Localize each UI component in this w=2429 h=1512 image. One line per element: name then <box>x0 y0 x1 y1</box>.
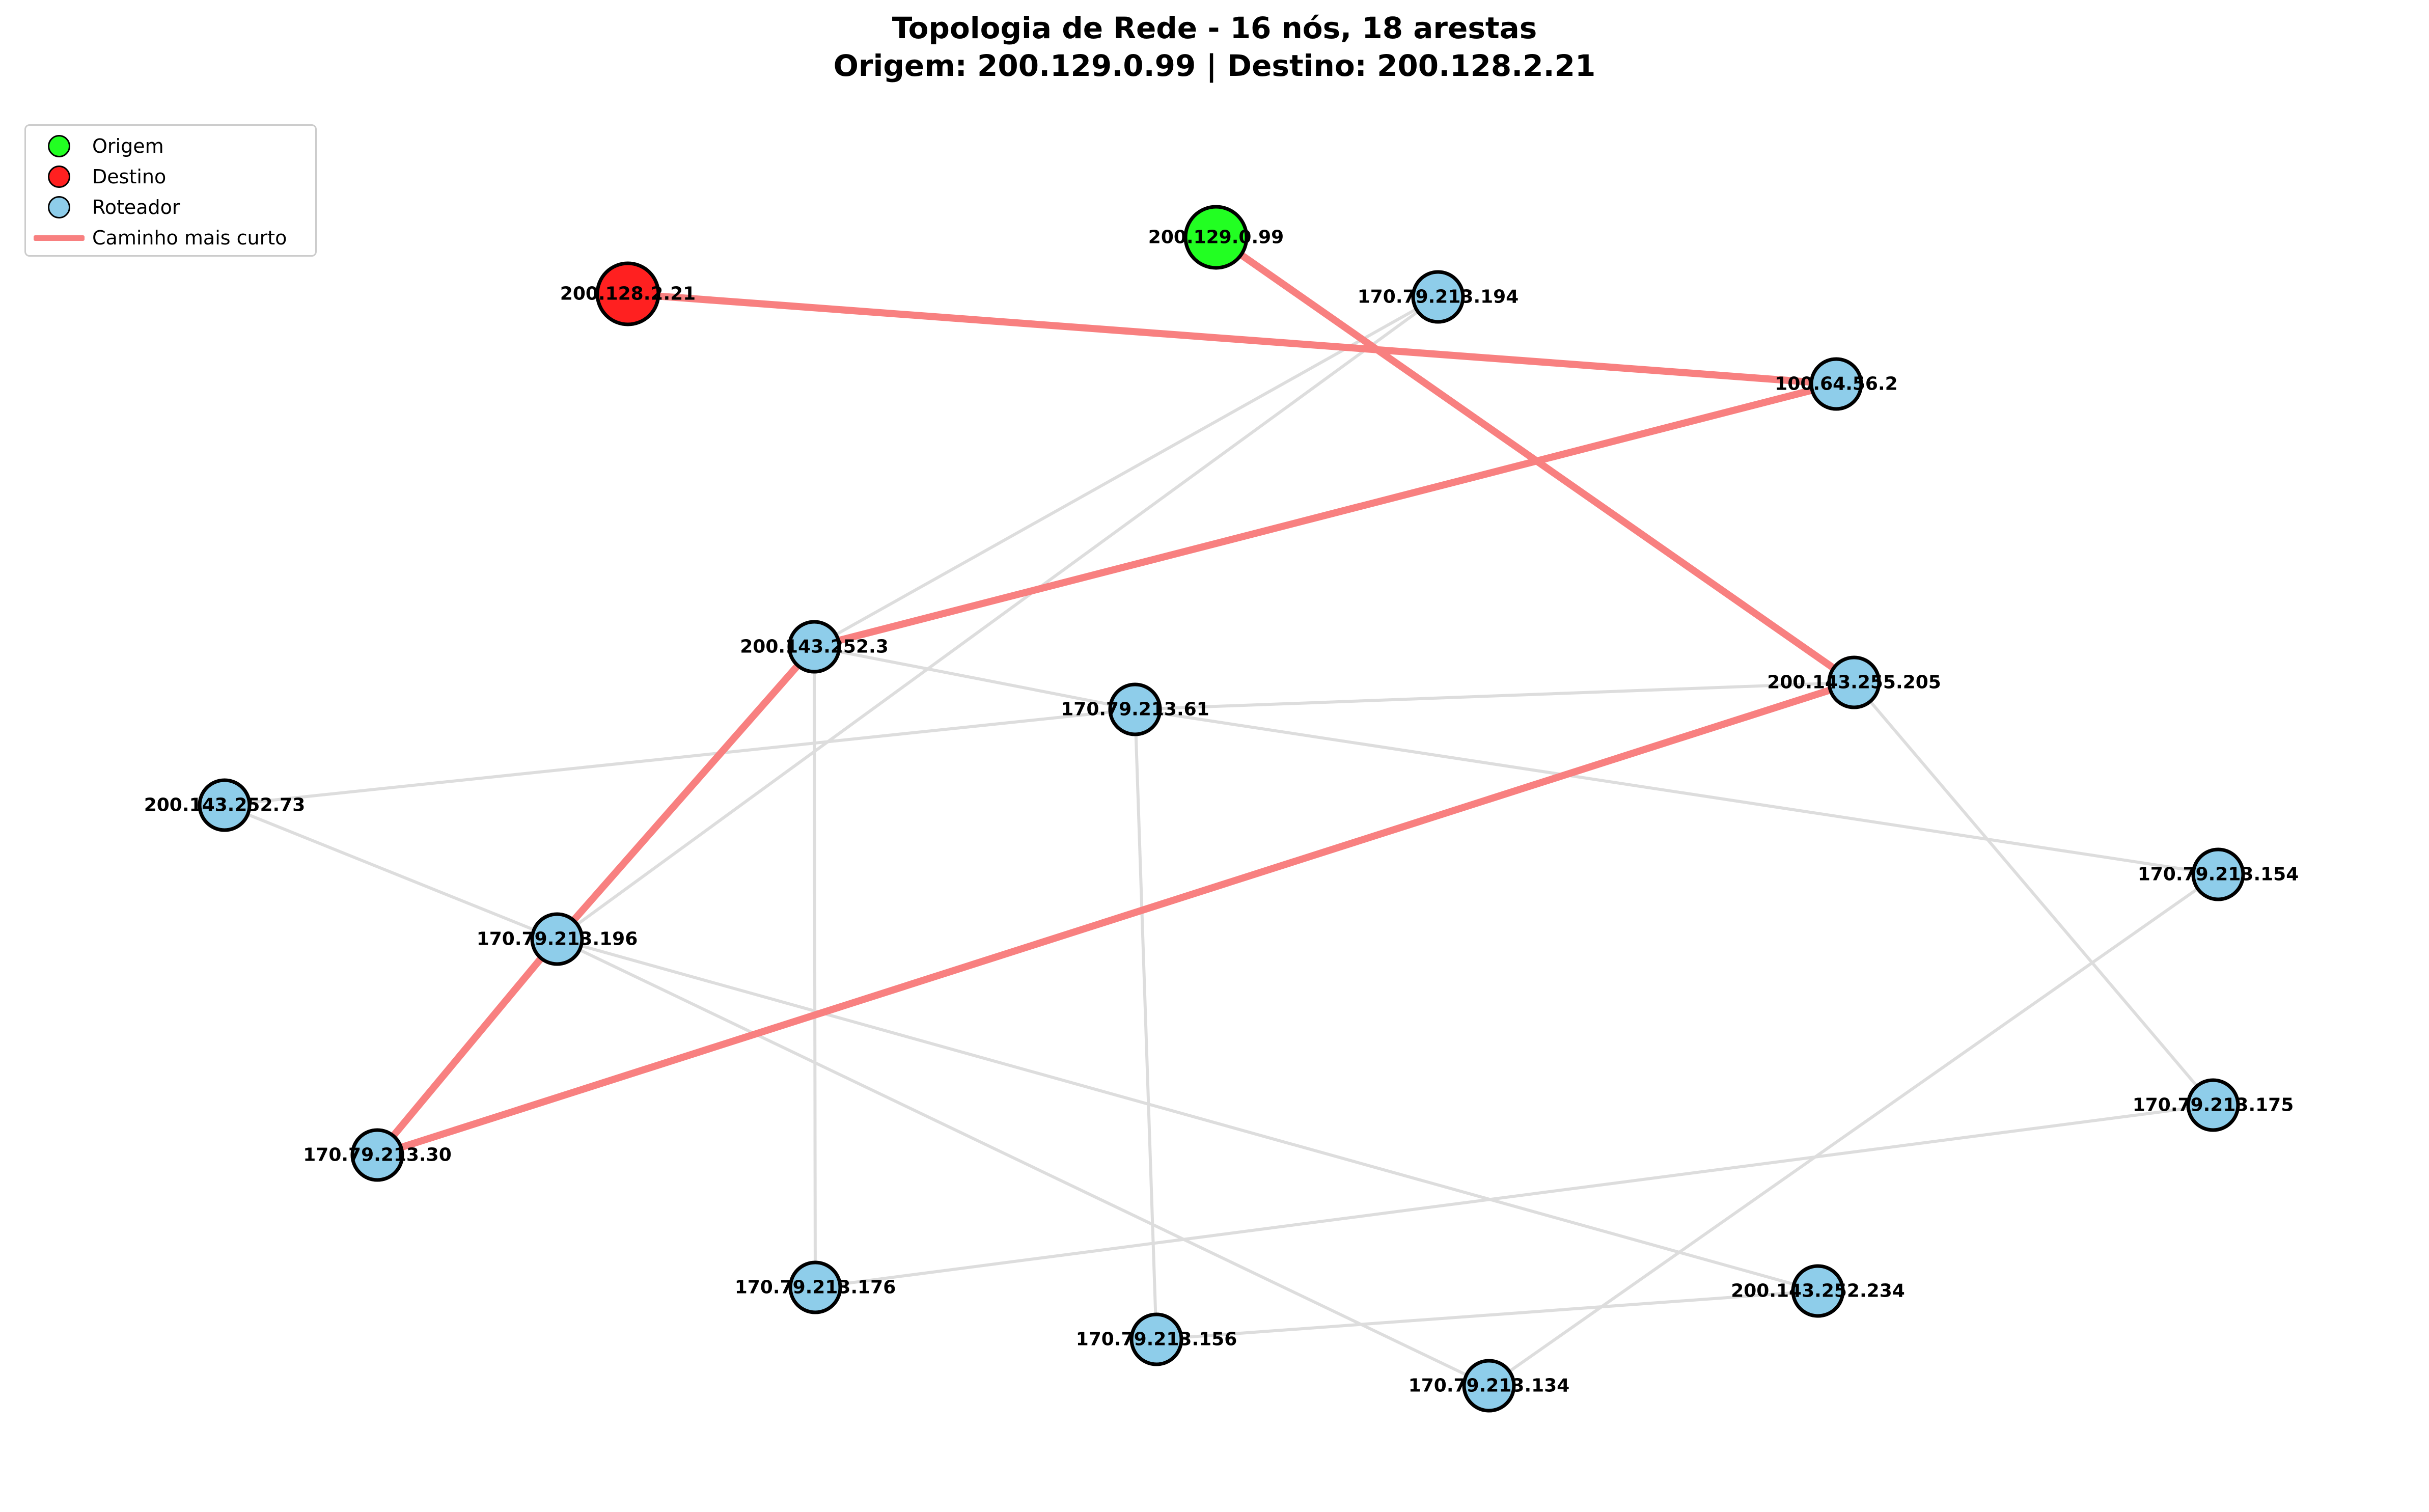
node-200.143.252.3: 200.143.252.3 <box>740 620 889 674</box>
node-170.79.213.30: 170.79.213.30 <box>303 1128 452 1182</box>
nodes-layer: 200.129.0.99 200.128.2.21 170.79.213.194 10… <box>144 205 2299 1413</box>
legend-label-destination: Destino <box>92 166 167 188</box>
edge-170.79.213.196-200.143.252.234 <box>556 938 1819 1293</box>
title-line-1: Topologia de Rede - 16 nós, 18 arestas <box>892 11 1537 45</box>
edges-layer <box>223 234 2220 1387</box>
node-200.143.255.205: 200.143.255.205 <box>1767 655 1941 709</box>
legend-label-origin: Origem <box>92 135 164 157</box>
node-170.79.213.154: 170.79.213.154 <box>2138 847 2299 901</box>
router-node-circle <box>2186 1078 2240 1132</box>
diagram-title: Topologia de Rede - 16 nós, 18 arestas O… <box>0 9 2429 85</box>
node-170.79.213.196: 170.79.213.196 <box>477 912 638 966</box>
edge-200.143.255.205-170.79.213.175 <box>1853 681 2215 1107</box>
router-node-circle <box>788 1260 842 1314</box>
edge-170.79.213.175-170.79.213.176 <box>814 1104 2215 1289</box>
legend-item-origin: Origem <box>26 131 164 161</box>
legend: Origem Destino Roteador Caminho mais cur… <box>24 124 317 257</box>
edge-170.79.213.61-200.143.255.205 <box>1134 681 1856 711</box>
legend-label-shortest-path: Caminho mais curto <box>92 227 287 249</box>
router-node-circle <box>1827 655 1881 709</box>
edge-170.79.213.61-170.79.213.156 <box>1134 708 1158 1341</box>
edge-170.79.213.154-170.79.213.134 <box>1487 873 2220 1387</box>
shortest-path-edge-200.128.2.21-100.64.56.2 <box>624 290 1840 388</box>
legend-label-router: Roteador <box>92 196 180 218</box>
node-200.129.0.99: 200.129.0.99 <box>1148 205 1284 270</box>
shortest-path-edge-170.79.213.30-200.143.255.205 <box>374 679 1858 1159</box>
destination-node-circle <box>595 261 660 326</box>
node-label: 170.79.213.196 <box>477 929 638 950</box>
node-170.79.213.61: 170.79.213.61 <box>1061 682 1209 736</box>
router-marker-icon <box>48 196 70 218</box>
node-label: 170.79.213.154 <box>2138 864 2299 885</box>
edge-170.79.213.194-200.143.252.3 <box>813 295 1440 648</box>
shortest-path-edge-170.79.213.196-170.79.213.30 <box>374 936 561 1159</box>
edge-170.79.213.61-200.143.252.73 <box>223 708 1137 807</box>
router-node-circle <box>1791 1264 1845 1318</box>
node-100.64.56.2: 100.64.56.2 <box>1775 357 1898 411</box>
edge-200.143.252.234-170.79.213.156 <box>1155 1289 1819 1341</box>
router-node-circle <box>1411 270 1465 324</box>
node-label: 170.79.213.30 <box>303 1145 452 1166</box>
shortest-path-edge-200.143.252.3-170.79.213.196 <box>554 643 818 943</box>
shortest-path-edge-100.64.56.2-200.143.252.3 <box>811 380 1840 650</box>
node-170.79.213.176: 170.79.213.176 <box>735 1260 896 1314</box>
node-label: 200.143.252.3 <box>740 637 889 657</box>
router-node-circle <box>1809 357 1863 411</box>
legend-item-router: Roteador <box>26 192 180 223</box>
router-node-circle <box>1108 682 1162 736</box>
title-line-2: Origem: 200.129.0.99 | Destino: 200.128.… <box>833 48 1596 83</box>
destination-marker-icon <box>48 166 70 188</box>
node-label: 200.143.252.73 <box>144 795 306 816</box>
node-label: 170.79.213.156 <box>1076 1329 1237 1350</box>
node-label: 200.143.255.205 <box>1767 672 1941 693</box>
legend-item-shortest-path: Caminho mais curto <box>26 223 287 253</box>
node-label: 170.79.213.134 <box>1409 1376 1570 1396</box>
router-node-circle <box>350 1128 404 1182</box>
edge-170.79.213.196-170.79.213.134 <box>556 938 1490 1387</box>
router-node-circle <box>198 778 252 832</box>
node-label: 200.143.252.234 <box>1731 1281 1905 1302</box>
node-label: 100.64.56.2 <box>1775 374 1897 395</box>
node-label: 170.79.213.61 <box>1061 699 1209 720</box>
router-node-circle <box>787 620 841 674</box>
node-170.79.213.134: 170.79.213.134 <box>1409 1359 1570 1413</box>
node-200.143.252.234: 200.143.252.234 <box>1731 1264 1905 1318</box>
node-200.143.252.73: 200.143.252.73 <box>144 778 306 832</box>
origin-node-circle <box>1183 205 1249 270</box>
shortest-path-edge-200.143.255.205-200.129.0.99 <box>1212 234 1858 686</box>
node-label: 170.79.213.175 <box>2133 1095 2294 1116</box>
node-170.79.213.156: 170.79.213.156 <box>1076 1312 1237 1366</box>
shortest-path-line-icon <box>34 235 85 241</box>
legend-item-destination: Destino <box>26 161 166 192</box>
edge-200.143.252.3-170.79.213.61 <box>813 645 1137 711</box>
node-200.128.2.21: 200.128.2.21 <box>560 261 696 326</box>
edge-170.79.213.61-170.79.213.154 <box>1134 708 2220 876</box>
router-node-circle <box>1129 1312 1183 1366</box>
router-node-circle <box>530 912 584 966</box>
node-label: 170.79.213.176 <box>735 1277 896 1298</box>
node-label: 200.128.2.21 <box>560 284 696 305</box>
node-170.79.213.194: 170.79.213.194 <box>1358 270 1519 324</box>
edge-200.143.252.3-170.79.213.176 <box>813 645 817 1289</box>
edge-200.143.252.73-170.79.213.196 <box>223 804 559 941</box>
router-node-circle <box>2191 847 2245 901</box>
node-label: 170.79.213.194 <box>1358 287 1519 308</box>
node-170.79.213.175: 170.79.213.175 <box>2133 1078 2294 1132</box>
router-node-circle <box>1462 1359 1516 1413</box>
origin-marker-icon <box>48 135 70 157</box>
node-label: 200.129.0.99 <box>1148 227 1284 248</box>
edge-170.79.213.194-170.79.213.196 <box>556 295 1440 941</box>
